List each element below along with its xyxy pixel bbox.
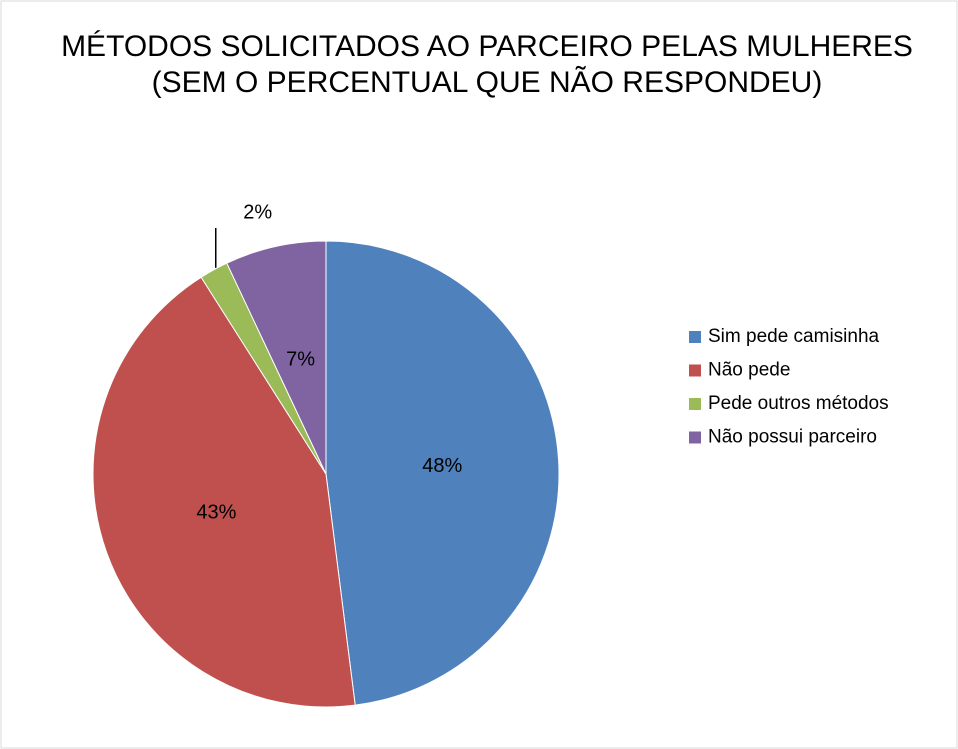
- chart-title: (SEM O PERCENTUAL QUE NÃO RESPONDEU): [152, 65, 823, 99]
- data-label: 2%: [243, 201, 272, 223]
- legend-label: Não possui parceiro: [708, 427, 877, 448]
- legend-swatch: [689, 364, 701, 377]
- legend-label: Sim pede camisinha: [708, 326, 880, 347]
- chart-title: MÉTODOS SOLICITADOS AO PARCEIRO PELAS MU…: [61, 30, 913, 63]
- legend-swatch: [689, 331, 701, 343]
- data-label: 48%: [422, 455, 462, 477]
- data-label: 43%: [196, 502, 236, 524]
- legend-swatch: [689, 398, 701, 410]
- legend-label: Não pede: [708, 360, 790, 381]
- legend-label: Pede outros métodos: [708, 393, 889, 414]
- pie-slice: [92, 276, 356, 708]
- legend-swatch: [689, 431, 701, 444]
- pie-slice: [325, 240, 560, 706]
- pie-slice: [226, 240, 327, 475]
- data-label: 7%: [286, 349, 315, 371]
